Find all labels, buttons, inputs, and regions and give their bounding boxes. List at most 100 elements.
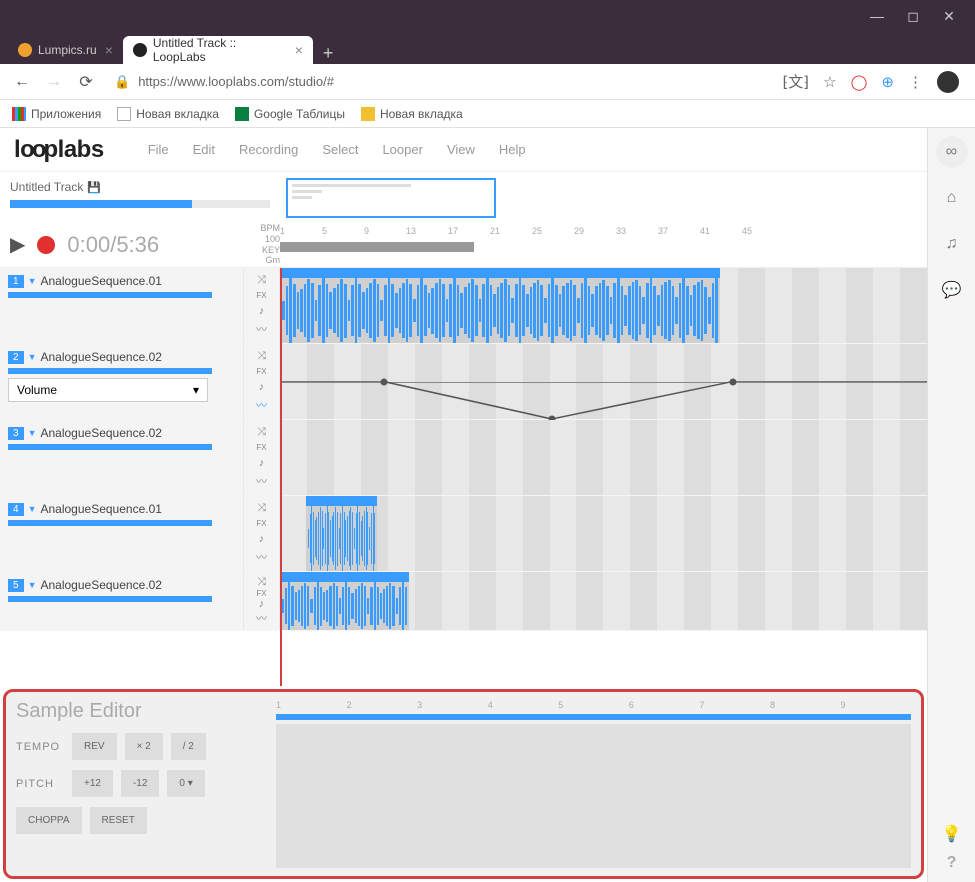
headphones-icon[interactable]: ♪	[259, 381, 265, 393]
se-selection-bar[interactable]	[276, 714, 911, 720]
fx-icon[interactable]: FX	[256, 291, 266, 300]
chevron-down-icon[interactable]: ▼	[28, 428, 37, 438]
timeline-ruler[interactable]: 159131721252933374145	[280, 222, 927, 267]
automation-point[interactable]	[380, 378, 387, 385]
chevron-down-icon[interactable]: ▼	[28, 276, 37, 286]
shuffle-icon[interactable]: ⤨	[257, 274, 266, 287]
play-button[interactable]: ▶	[10, 232, 25, 257]
automation-icon[interactable]: 〰	[256, 549, 267, 565]
shuffle-icon[interactable]: ⤨	[257, 502, 266, 515]
track-lane[interactable]	[280, 420, 927, 495]
track-header[interactable]: 4▼AnalogueSequence.01	[0, 496, 244, 571]
track-header[interactable]: 3▼AnalogueSequence.02	[0, 420, 244, 495]
menu-recording[interactable]: Recording	[239, 142, 298, 157]
profile-avatar[interactable]	[937, 71, 959, 93]
browser-tab-active[interactable]: Untitled Track :: LoopLabs ×	[123, 36, 313, 64]
fx-icon[interactable]: FX	[256, 589, 266, 598]
shuffle-icon[interactable]: ⤨	[257, 426, 266, 439]
chevron-down-icon[interactable]: ▼	[28, 504, 37, 514]
menu-looper[interactable]: Looper	[382, 142, 422, 157]
browser-tab[interactable]: Lumpics.ru ×	[8, 36, 123, 64]
track-volume-slider[interactable]	[8, 520, 212, 526]
track-volume-slider[interactable]	[8, 596, 212, 602]
fx-icon[interactable]: FX	[256, 519, 266, 528]
tab-close-icon[interactable]: ×	[105, 42, 113, 58]
opera-icon[interactable]: ◯	[851, 73, 868, 91]
master-progress[interactable]	[10, 200, 270, 208]
fx-icon[interactable]: FX	[256, 367, 266, 376]
reset-button[interactable]: RESET	[90, 807, 147, 834]
tab-close-icon[interactable]: ×	[295, 42, 303, 58]
globe-icon[interactable]: ⊕	[881, 73, 894, 91]
audio-clip[interactable]	[280, 572, 409, 630]
menu-help[interactable]: Help	[499, 142, 526, 157]
bookmark[interactable]: Новая вкладка	[361, 107, 463, 121]
browser-tabbar: Lumpics.ru × Untitled Track :: LoopLabs …	[0, 32, 975, 64]
chat-icon[interactable]: 💬	[936, 274, 968, 306]
track-lane[interactable]	[280, 572, 927, 630]
menu-file[interactable]: File	[148, 142, 169, 157]
menu-dots-icon[interactable]: ⋮	[908, 73, 923, 91]
bookmark[interactable]: Новая вкладка	[117, 107, 219, 121]
headphones-icon[interactable]: ♪	[259, 533, 265, 545]
automation-icon[interactable]: 〰	[256, 610, 267, 626]
nav-back[interactable]: ←	[8, 68, 36, 96]
track-volume-slider[interactable]	[8, 368, 212, 374]
automation-point[interactable]	[729, 378, 736, 385]
loop-icon[interactable]: ∞	[936, 136, 968, 168]
pitch-up-button[interactable]: +12	[72, 770, 113, 797]
track-header[interactable]: 2▼AnalogueSequence.02Volume▾	[0, 344, 244, 419]
tempo-x2-button[interactable]: × 2	[125, 733, 163, 760]
tempo-rev-button[interactable]: REV	[72, 733, 117, 760]
chevron-down-icon[interactable]: ▼	[28, 352, 37, 362]
pitch-down-button[interactable]: -12	[121, 770, 159, 797]
track-row: 1▼AnalogueSequence.01 ⤨ FX ♪ 〰	[0, 268, 927, 344]
track-header[interactable]: 1▼AnalogueSequence.01	[0, 268, 244, 343]
pitch-value-button[interactable]: 0 ▾	[167, 770, 204, 797]
translate-icon[interactable]: ⁅文⁆	[782, 71, 809, 92]
menu-edit[interactable]: Edit	[193, 142, 215, 157]
automation-icon[interactable]: 〰	[256, 397, 267, 413]
shuffle-icon[interactable]: ⤨	[257, 576, 266, 589]
new-tab-button[interactable]: +	[313, 43, 344, 64]
audio-clip[interactable]	[306, 496, 377, 571]
track-lane[interactable]	[280, 344, 927, 419]
fx-icon[interactable]: FX	[256, 443, 266, 452]
chevron-down-icon[interactable]: ▼	[28, 580, 37, 590]
drive-icon[interactable]: ⌂	[936, 182, 968, 214]
nav-forward[interactable]: →	[40, 68, 68, 96]
headphones-icon[interactable]: ♪	[259, 598, 265, 610]
track-lane[interactable]	[280, 496, 927, 571]
menu-select[interactable]: Select	[322, 142, 358, 157]
window-maximize[interactable]: ◻	[895, 4, 931, 28]
automation-select[interactable]: Volume▾	[8, 378, 208, 402]
track-header[interactable]: 5▼AnalogueSequence.02	[0, 572, 244, 630]
bookmark-apps[interactable]: Приложения	[12, 107, 101, 121]
headphones-icon[interactable]: ♪	[259, 305, 265, 317]
tempo-half-button[interactable]: / 2	[171, 733, 206, 760]
menu-view[interactable]: View	[447, 142, 475, 157]
choppa-button[interactable]: CHOPPA	[16, 807, 82, 834]
window-close[interactable]: ✕	[931, 4, 967, 28]
record-button[interactable]	[37, 236, 55, 254]
url-field[interactable]: 🔒 https://www.looplabs.com/studio/#	[104, 74, 770, 90]
project-title[interactable]: Untitled Track 💾	[10, 180, 270, 194]
track-volume-slider[interactable]	[8, 444, 212, 450]
track-volume-slider[interactable]	[8, 292, 212, 298]
automation-icon[interactable]: 〰	[256, 473, 267, 489]
headphones-icon[interactable]: ♪	[259, 457, 265, 469]
nav-reload[interactable]: ⟳	[72, 68, 100, 96]
help-icon[interactable]: ?	[947, 854, 957, 872]
track-lane[interactable]	[280, 268, 927, 343]
minimap[interactable]	[286, 178, 496, 218]
window-minimize[interactable]: —	[859, 4, 895, 28]
playhead[interactable]	[280, 268, 282, 686]
automation-icon[interactable]: 〰	[256, 321, 267, 337]
audio-clip[interactable]	[280, 268, 720, 343]
star-icon[interactable]: ☆	[823, 73, 836, 91]
bulb-icon[interactable]: 💡	[942, 824, 962, 844]
bookmark[interactable]: Google Таблицы	[235, 107, 345, 121]
shuffle-icon[interactable]: ⤨	[257, 350, 266, 363]
music-icon[interactable]: ♫	[936, 228, 968, 260]
se-waveform[interactable]	[276, 724, 911, 868]
